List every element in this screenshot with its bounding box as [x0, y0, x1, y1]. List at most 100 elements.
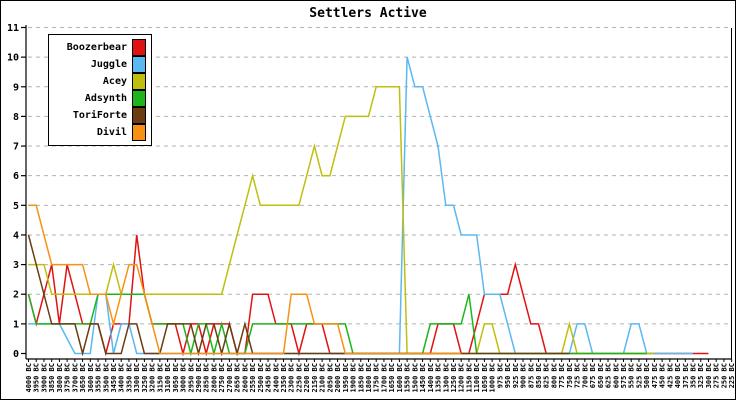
y-tick-label: 6 — [13, 171, 19, 182]
axes — [25, 25, 732, 360]
x-tick-label: 3700 BC — [71, 363, 79, 393]
x-tick-label: 2700 BC — [226, 363, 234, 393]
x-tick-label: 1700 BC — [380, 363, 388, 393]
series-line-divil — [28, 204, 462, 355]
x-tick-label: 3550 BC — [95, 363, 103, 393]
y-tick-label: 7 — [13, 142, 19, 153]
x-tick-label: 2200 BC — [303, 363, 311, 393]
x-tick-label: 3050 BC — [172, 363, 180, 393]
x-tick-label: 975 BC — [496, 363, 504, 388]
x-tick-label: 1400 BC — [427, 363, 435, 393]
legend-entry-toriforte: ToriForte — [53, 107, 146, 124]
x-tick-label: 350 BC — [690, 363, 698, 388]
x-tick-label: 950 BC — [504, 363, 512, 388]
x-tick-label: 1150 BC — [465, 363, 473, 393]
x-tick-label: 2500 BC — [257, 363, 265, 393]
x-tick-label: 1450 BC — [419, 363, 427, 393]
x-tick-label: 400 BC — [674, 363, 682, 388]
legend-label: Acey — [102, 76, 127, 87]
y-axis-labels: 0 1 2 3 4 5 6 7 8 9 10 11 — [7, 23, 26, 360]
legend-label: Adsynth — [84, 93, 127, 104]
x-tick-label: 1650 BC — [388, 363, 396, 393]
x-tick-label: 3800 BC — [56, 363, 64, 393]
x-tick-label: 750 BC — [566, 363, 574, 388]
x-tick-label: 3100 BC — [164, 363, 172, 393]
x-tick-label: 2050 BC — [326, 363, 334, 393]
x-tick-label: 2400 BC — [272, 363, 280, 393]
legend-entry-juggle: Juggle — [53, 56, 146, 73]
x-tick-label: 2550 BC — [249, 363, 257, 393]
gridlines — [28, 27, 732, 325]
x-tick-label: 925 BC — [512, 363, 520, 388]
x-tick-label: 625 BC — [605, 363, 613, 388]
x-tick-label: 2250 BC — [295, 363, 303, 393]
series-line-toriforte — [27, 234, 570, 357]
x-tick-label: 2600 BC — [241, 363, 249, 393]
x-tick-label: 3450 BC — [110, 363, 118, 393]
x-tick-label: 675 BC — [589, 363, 597, 388]
x-tick-label: 2100 BC — [319, 363, 327, 393]
legend-label: ToriForte — [72, 110, 127, 121]
series-line-adsynth — [27, 293, 647, 357]
x-tick-label: 2450 BC — [265, 363, 273, 393]
legend-entry-boozerbear: Boozerbear — [53, 39, 146, 56]
x-tick-label: 425 BC — [666, 363, 674, 388]
x-tick-label: 650 BC — [597, 363, 605, 388]
legend-swatch-toriforte — [132, 107, 146, 124]
x-tick-label: 3400 BC — [118, 363, 126, 393]
legend-label: Boozerbear — [66, 42, 127, 53]
x-tick-label: 800 BC — [550, 363, 558, 388]
x-tick-label: 1200 BC — [458, 363, 466, 393]
legend: Boozerbear Juggle Acey Adsynth ToriForte Divi… — [48, 34, 152, 146]
x-tick-label: 1800 BC — [365, 363, 373, 393]
x-tick-label: 1350 BC — [435, 363, 443, 393]
x-tick-label: 700 BC — [581, 363, 589, 388]
legend-entry-divil: Divil — [53, 124, 146, 141]
x-tick-label: 225 BC — [728, 363, 735, 388]
legend-swatch-boozerbear — [132, 39, 146, 56]
x-tick-label: 550 BC — [628, 363, 636, 388]
x-tick-label: 1900 BC — [350, 363, 358, 393]
x-tick-label: 775 BC — [558, 363, 566, 388]
x-tick-label: 2350 BC — [280, 363, 288, 393]
x-tick-label: 2850 BC — [203, 363, 211, 393]
x-tick-label: 475 BC — [651, 363, 659, 388]
x-tick-label: 3500 BC — [102, 363, 110, 393]
x-tick-label: 4000 BC — [25, 363, 33, 393]
x-tick-label: 3200 BC — [149, 363, 157, 393]
x-tick-label: 450 BC — [659, 363, 667, 388]
x-tick-label: 1600 BC — [396, 363, 404, 393]
legend-swatch-divil — [132, 124, 146, 141]
x-tick-label: 2300 BC — [288, 363, 296, 393]
x-tick-label: 875 BC — [527, 363, 535, 388]
y-tick-label: 1 — [13, 319, 19, 330]
x-tick-label: 900 BC — [520, 363, 528, 388]
x-tick-label: 2150 BC — [311, 363, 319, 393]
legend-swatch-adsynth — [132, 90, 146, 107]
x-tick-label: 3000 BC — [180, 363, 188, 393]
x-tick-label: 725 BC — [574, 363, 582, 388]
x-tick-label: 3750 BC — [64, 363, 72, 393]
x-tick-label: 600 BC — [612, 363, 620, 388]
x-tick-label: 1850 BC — [357, 363, 365, 393]
x-tick-label: 575 BC — [620, 363, 628, 388]
y-tick-label: 9 — [13, 82, 19, 93]
x-tick-label: 1750 BC — [373, 363, 381, 393]
y-tick-label: 3 — [13, 260, 19, 271]
x-tick-label: 3150 BC — [156, 363, 164, 393]
x-tick-label: 1250 BC — [450, 363, 458, 393]
legend-entry-adsynth: Adsynth — [53, 90, 146, 107]
legend-swatch-juggle — [132, 56, 146, 73]
y-tick-label: 5 — [13, 201, 19, 212]
y-tick-label: 10 — [7, 53, 19, 64]
series-line-juggle — [28, 56, 693, 355]
x-tick-label: 2750 BC — [218, 363, 226, 393]
x-tick-label: 3850 BC — [48, 363, 56, 393]
chart-title: Settlers Active — [309, 6, 427, 21]
x-tick-label: 2000 BC — [334, 363, 342, 393]
legend-entry-acey: Acey — [53, 73, 146, 90]
x-tick-label: 1050 BC — [481, 363, 489, 393]
x-tick-label: 1300 BC — [442, 363, 450, 393]
